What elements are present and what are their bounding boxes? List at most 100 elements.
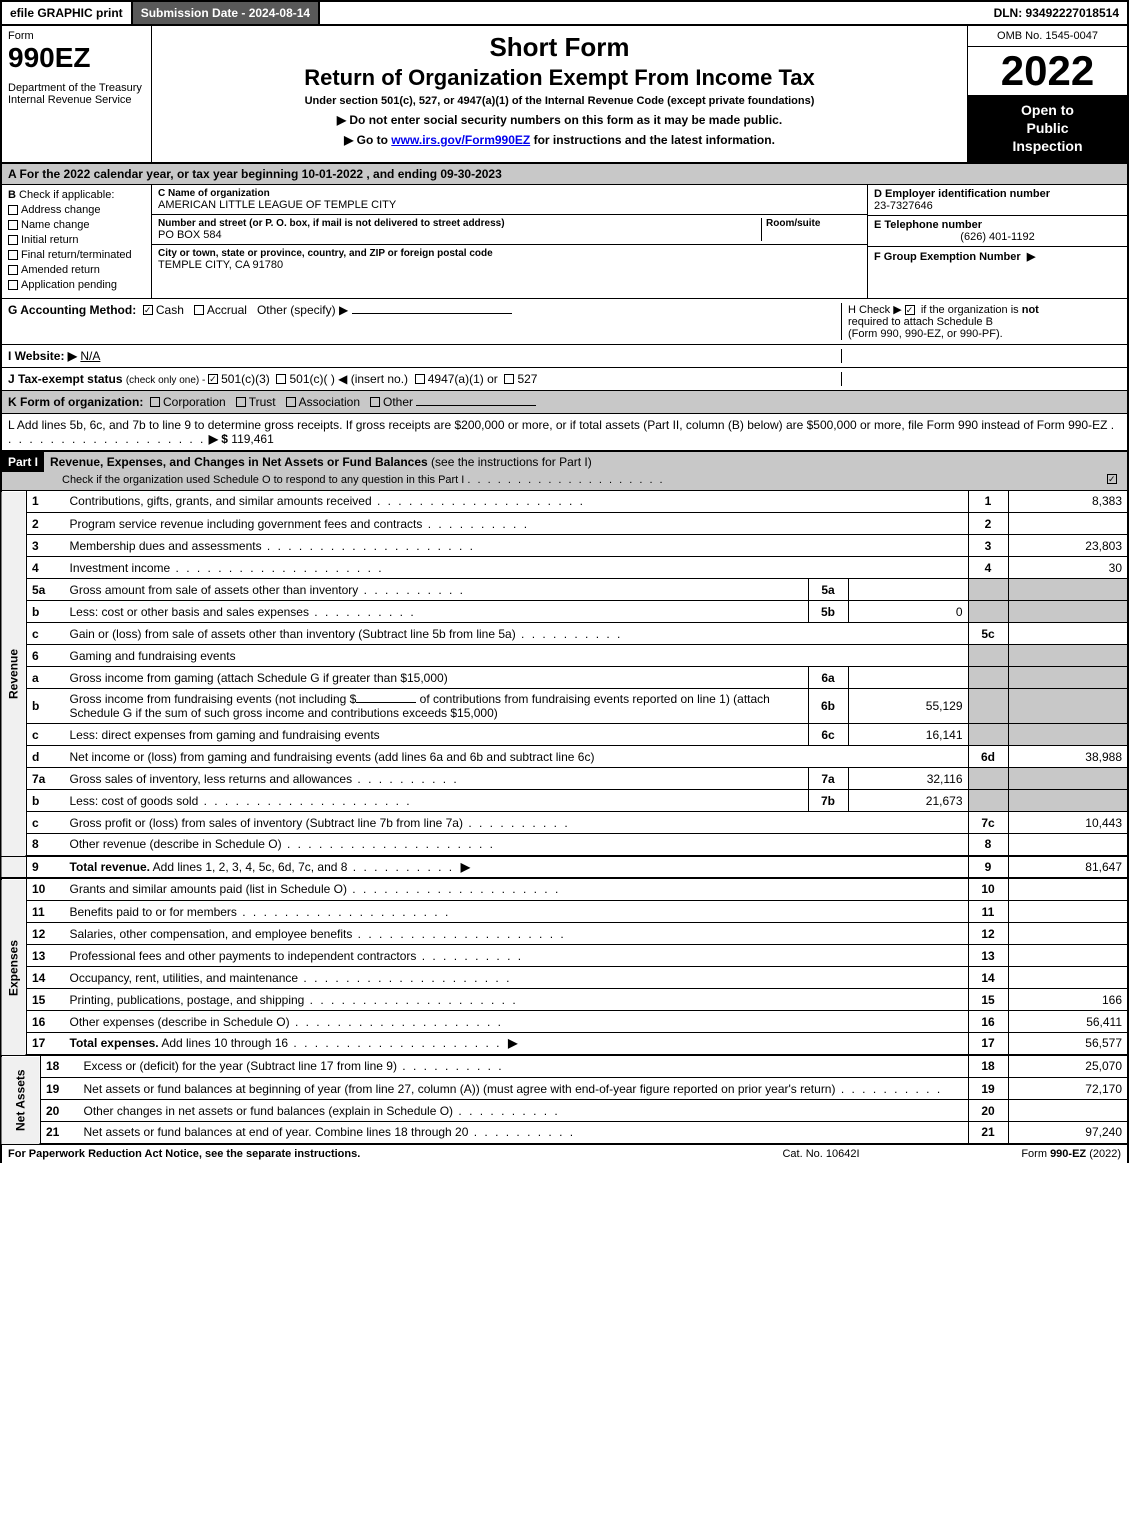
row-j: J Tax-exempt status (check only one) - 5… <box>0 368 1129 391</box>
checkbox-trust[interactable] <box>236 397 246 407</box>
checkbox-association[interactable] <box>286 397 296 407</box>
checkbox-name-change[interactable] <box>8 220 18 230</box>
k-label: K Form of organization: <box>8 395 143 409</box>
irs-link[interactable]: www.irs.gov/Form990EZ <box>391 133 530 147</box>
footer-right-post: (2022) <box>1086 1148 1121 1160</box>
irs-label: Internal Revenue Service <box>8 94 145 106</box>
form-word: Form <box>8 30 145 42</box>
line-13-desc: Professional fees and other payments to … <box>70 949 417 963</box>
line-21-num: 21 <box>41 1122 79 1144</box>
row-l: L Add lines 5b, 6c, and 7b to line 9 to … <box>0 414 1129 452</box>
checkbox-address-change[interactable] <box>8 205 18 215</box>
checkbox-application-pending[interactable] <box>8 280 18 290</box>
c-name-label: C Name of organization <box>158 188 861 199</box>
checkbox-accrual[interactable] <box>194 305 204 315</box>
room-label: Room/suite <box>766 218 861 229</box>
line-13-val <box>1008 945 1128 967</box>
line-5c-num: c <box>27 623 65 645</box>
tax-year: 2022 <box>968 47 1127 95</box>
line-5b-val-shaded <box>1008 601 1128 623</box>
checkbox-h[interactable] <box>905 305 915 315</box>
line-11-desc: Benefits paid to or for members <box>70 905 237 919</box>
other-org-input[interactable] <box>416 405 536 406</box>
line-7a-col-shaded <box>968 768 1008 790</box>
line-7c-val: 10,443 <box>1008 812 1128 834</box>
section-c: C Name of organization AMERICAN LITTLE L… <box>152 185 867 298</box>
checkbox-other-org[interactable] <box>370 397 380 407</box>
line-17-desc: Total expenses. <box>70 1036 159 1050</box>
footer-form: 990-EZ <box>1050 1148 1086 1160</box>
j-label: J Tax-exempt status <box>8 372 123 386</box>
line-4-num: 4 <box>27 557 65 579</box>
line-8-col: 8 <box>968 834 1008 856</box>
top-bar: efile GRAPHIC print Submission Date - 20… <box>0 0 1129 26</box>
website-value: N/A <box>80 349 100 363</box>
line-9-col: 9 <box>968 856 1008 878</box>
line-6a-desc: Gross income from gaming (attach Schedul… <box>70 671 448 685</box>
line-18-num: 18 <box>41 1056 79 1078</box>
line-6b-sub: 6b <box>808 689 848 724</box>
part-i-title: Revenue, Expenses, and Changes in Net As… <box>50 455 428 469</box>
line-14-val <box>1008 967 1128 989</box>
line-5b-num: b <box>27 601 65 623</box>
section-b: B Check if applicable: Address change Na… <box>2 185 152 298</box>
telephone-value: (626) 401-1192 <box>874 231 1121 243</box>
line-20-desc: Other changes in net assets or fund bala… <box>84 1104 454 1118</box>
checkbox-4947[interactable] <box>415 374 425 384</box>
f-arrow: ▶ <box>1027 251 1035 263</box>
initial-return-label: Initial return <box>21 234 78 246</box>
line-7b-num: b <box>27 790 65 812</box>
line-8-num: 8 <box>27 834 65 856</box>
line-12-val <box>1008 923 1128 945</box>
final-return-label: Final return/terminated <box>21 249 132 261</box>
line-10-num: 10 <box>27 879 65 901</box>
line-7b-val-shaded <box>1008 790 1128 812</box>
e-label: E Telephone number <box>874 219 982 231</box>
line-12-col: 12 <box>968 923 1008 945</box>
line-6a-subval <box>848 667 968 689</box>
paperwork-notice: For Paperwork Reduction Act Notice, see … <box>8 1148 721 1160</box>
checkbox-schedule-o[interactable] <box>1107 474 1117 484</box>
line-6b-blank[interactable] <box>356 702 416 703</box>
line-9-desc: Total revenue. <box>70 860 150 874</box>
line-10-desc: Grants and similar amounts paid (list in… <box>70 882 347 896</box>
info-right-column: D Employer identification number 23-7327… <box>867 185 1127 298</box>
application-pending-label: Application pending <box>21 279 117 291</box>
line-14-num: 14 <box>27 967 65 989</box>
checkbox-corporation[interactable] <box>150 397 160 407</box>
form-header: Form 990EZ Department of the Treasury In… <box>0 26 1129 164</box>
line-8-val <box>1008 834 1128 856</box>
line-6a-col-shaded <box>968 667 1008 689</box>
other-specify-input[interactable] <box>352 313 512 314</box>
checkbox-initial-return[interactable] <box>8 235 18 245</box>
checkbox-527[interactable] <box>504 374 514 384</box>
part-i-sub: Check if the organization used Schedule … <box>62 474 464 486</box>
line-4-desc: Investment income <box>70 561 171 575</box>
checkbox-amended-return[interactable] <box>8 265 18 275</box>
submission-date: Submission Date - 2024-08-14 <box>133 2 320 24</box>
line-20-col: 20 <box>968 1100 1008 1122</box>
line-5a-val-shaded <box>1008 579 1128 601</box>
info-grid: B Check if applicable: Address change Na… <box>0 185 1129 299</box>
efile-print-label[interactable]: efile GRAPHIC print <box>2 2 133 24</box>
line-6c-sub: 6c <box>808 724 848 746</box>
checkbox-final-return[interactable] <box>8 250 18 260</box>
opt-527: 527 <box>517 372 537 386</box>
expenses-table: Expenses 10 Grants and similar amounts p… <box>0 879 1129 1056</box>
opt-corporation: Corporation <box>163 395 226 409</box>
cash-label: Cash <box>156 303 184 317</box>
checkbox-501c[interactable] <box>276 374 286 384</box>
line-5b-col-shaded <box>968 601 1008 623</box>
open2: Public <box>972 119 1123 137</box>
line-17-desc2: Add lines 10 through 16 <box>159 1036 288 1050</box>
row-k: K Form of organization: Corporation Trus… <box>0 391 1129 414</box>
instr2-pre: ▶ Go to <box>344 133 391 147</box>
line-6c-col-shaded <box>968 724 1008 746</box>
org-name: AMERICAN LITTLE LEAGUE OF TEMPLE CITY <box>158 199 861 211</box>
omb-number: OMB No. 1545-0047 <box>968 26 1127 47</box>
checkbox-501c3[interactable] <box>208 374 218 384</box>
checkbox-cash[interactable] <box>143 305 153 315</box>
form-subtitle: Return of Organization Exempt From Incom… <box>160 65 959 91</box>
line-8-desc: Other revenue (describe in Schedule O) <box>70 837 282 851</box>
line-5a-subval <box>848 579 968 601</box>
